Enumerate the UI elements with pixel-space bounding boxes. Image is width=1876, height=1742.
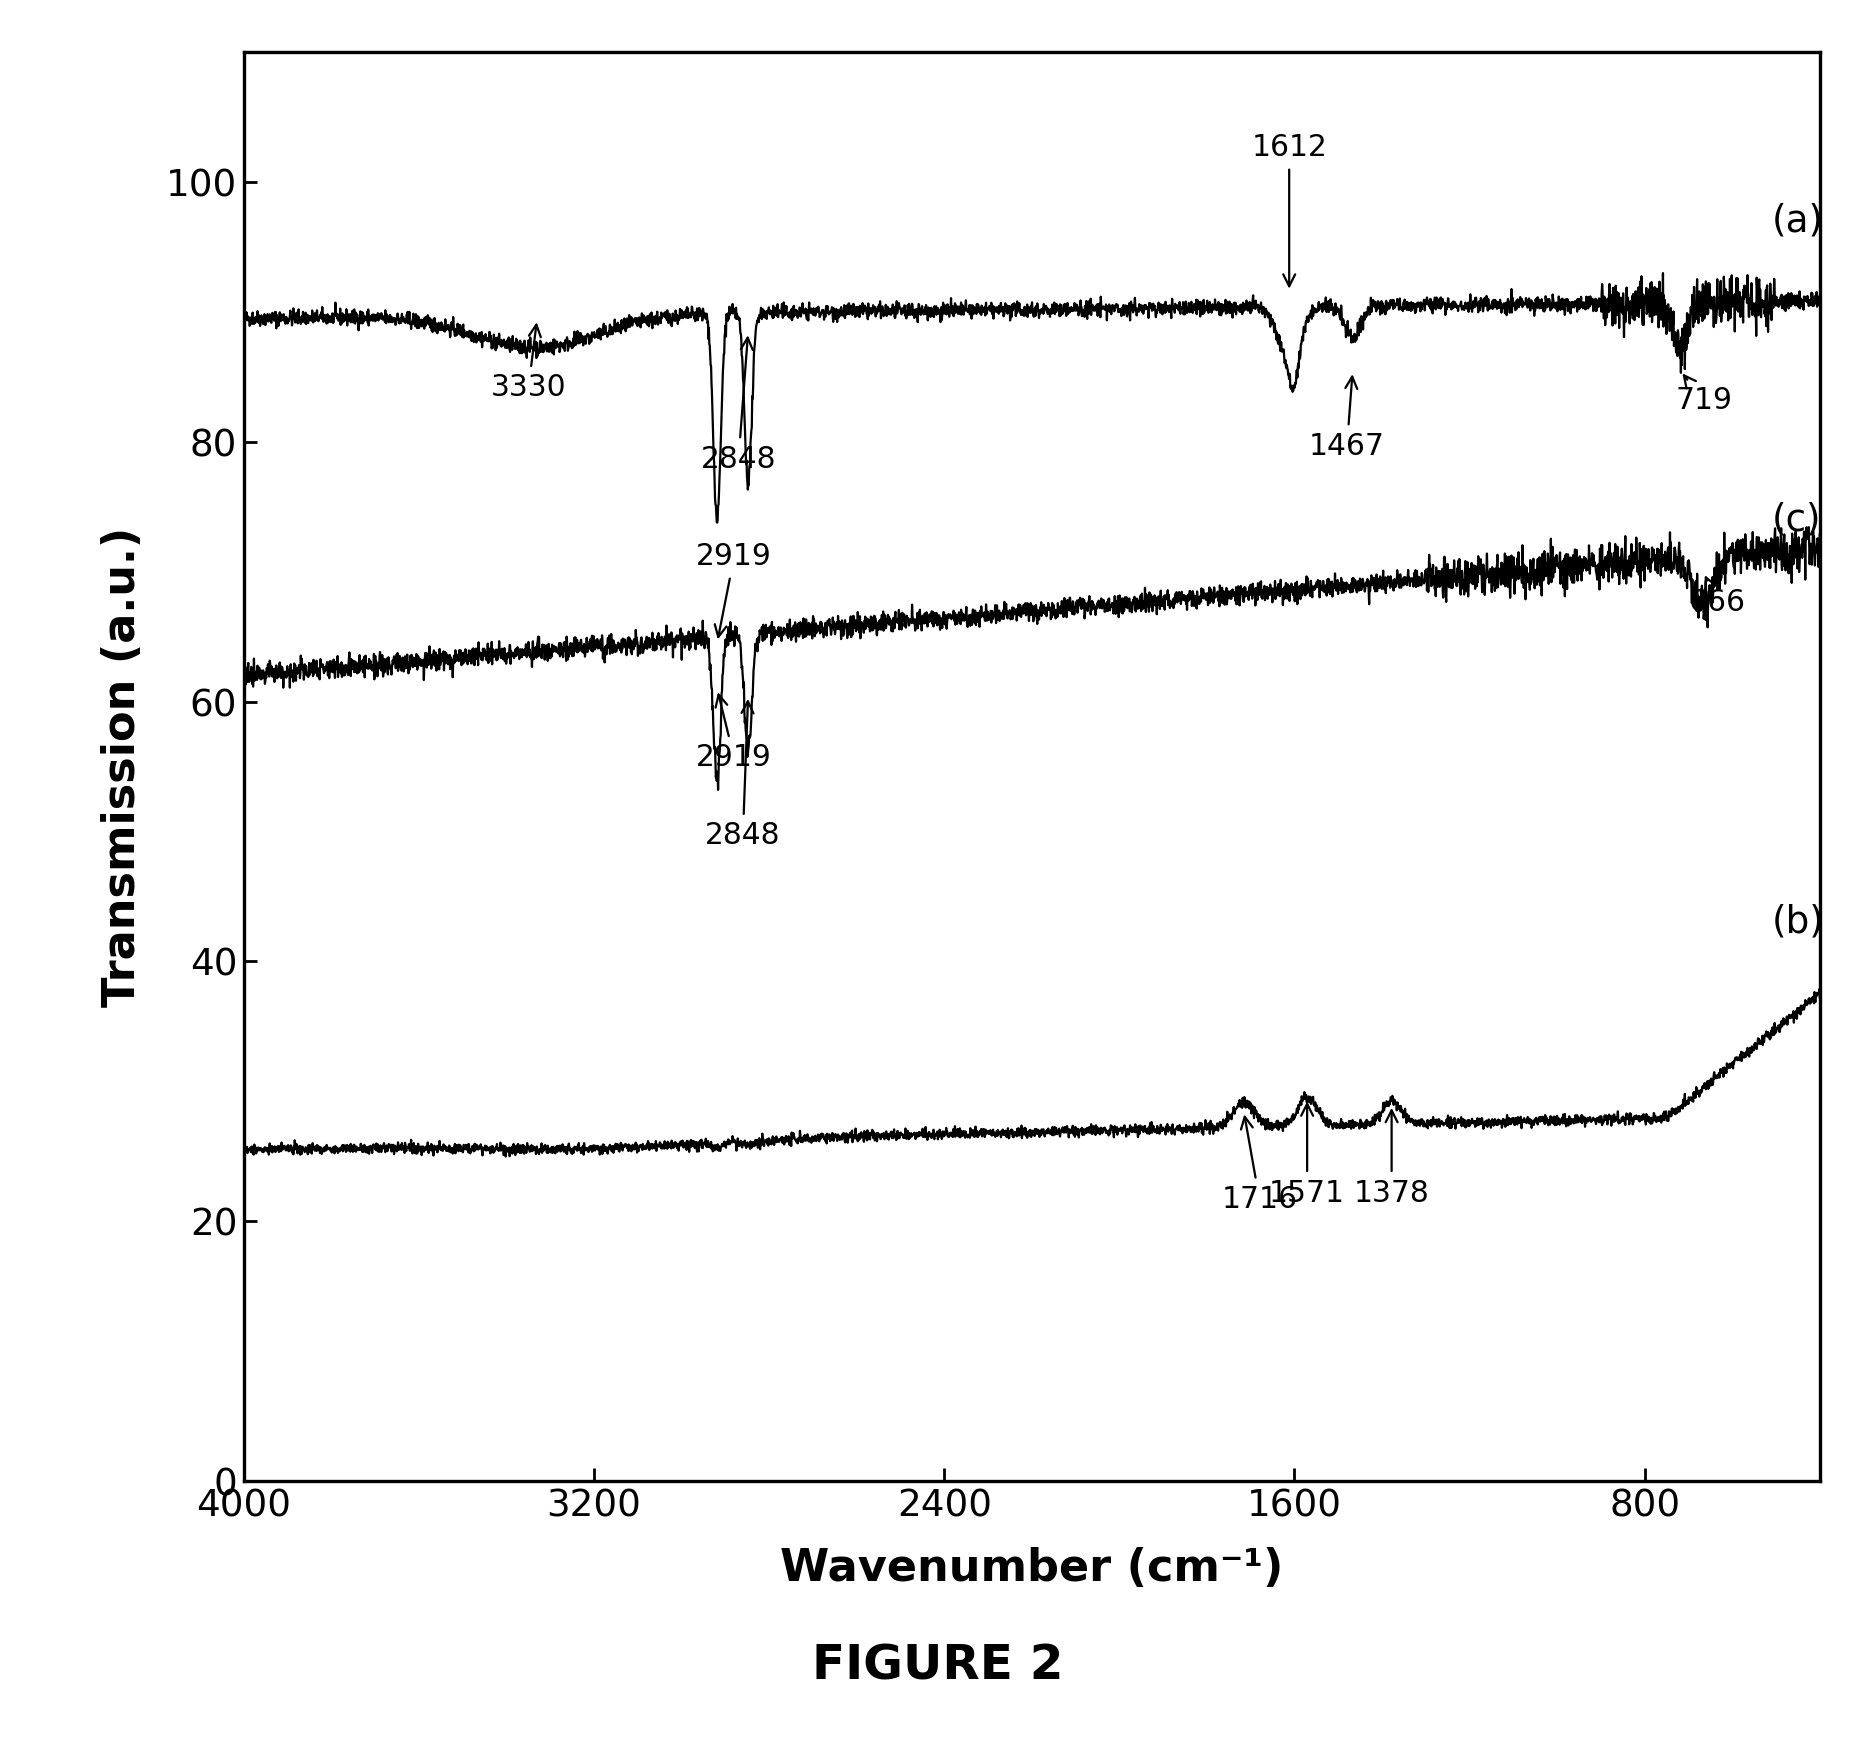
Text: 3330: 3330 bbox=[492, 324, 567, 402]
Text: 2848: 2848 bbox=[705, 702, 780, 850]
Text: 719: 719 bbox=[1675, 375, 1732, 415]
Text: 1467: 1467 bbox=[1309, 376, 1384, 462]
Text: (c): (c) bbox=[1771, 502, 1822, 538]
X-axis label: Wavenumber (cm⁻¹): Wavenumber (cm⁻¹) bbox=[780, 1547, 1283, 1589]
Text: 2919: 2919 bbox=[696, 542, 773, 638]
Text: (a): (a) bbox=[1771, 202, 1823, 240]
Text: 2848: 2848 bbox=[702, 338, 777, 474]
Text: 1612: 1612 bbox=[1251, 132, 1326, 286]
Text: 666: 666 bbox=[1688, 577, 1745, 617]
Text: 1571: 1571 bbox=[1270, 1104, 1345, 1207]
Text: FIGURE 2: FIGURE 2 bbox=[812, 1643, 1064, 1690]
Text: 1378: 1378 bbox=[1354, 1110, 1430, 1207]
Text: 1716: 1716 bbox=[1221, 1117, 1298, 1214]
Text: (b): (b) bbox=[1771, 904, 1823, 941]
Text: 2919: 2919 bbox=[696, 695, 773, 772]
Y-axis label: Transmission (a.u.): Transmission (a.u.) bbox=[101, 526, 144, 1007]
